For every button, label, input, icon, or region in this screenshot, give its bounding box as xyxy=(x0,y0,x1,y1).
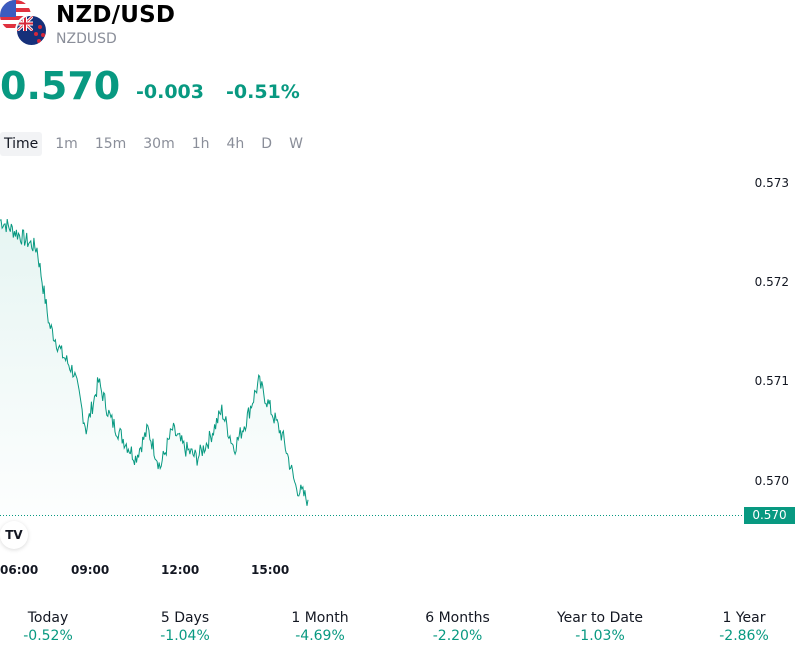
x-tick-label: 15:00 xyxy=(251,563,290,577)
y-tick-label: 0.570 xyxy=(754,474,789,488)
y-tick-label: 0.571 xyxy=(754,374,789,388)
price-chart[interactable]: 0.573 0.572 0.571 0.570 0.570 TV 06:00 0… xyxy=(0,170,800,590)
tab-w[interactable]: W xyxy=(289,136,303,152)
perf-label: 1 Month xyxy=(291,610,349,626)
perf-year-to-date[interactable]: Year to Date -1.03% xyxy=(545,610,655,644)
perf-1-year[interactable]: 1 Year -2.86% xyxy=(700,610,788,644)
timeframe-tabs: Time 1m 15m 30m 1h 4h D W xyxy=(0,132,316,156)
current-price: 0.570 xyxy=(0,64,121,108)
perf-value: -2.86% xyxy=(719,628,769,644)
perf-label: 1 Year xyxy=(722,610,766,626)
price-line xyxy=(0,219,309,506)
perf-value: -1.03% xyxy=(575,628,625,644)
tab-time[interactable]: Time xyxy=(0,132,43,156)
last-price-tag: 0.570 xyxy=(744,507,795,524)
perf-1-month[interactable]: 1 Month -4.69% xyxy=(275,610,365,644)
header: NZD/USD NZDUSD xyxy=(0,0,800,60)
perf-5-days[interactable]: 5 Days -1.04% xyxy=(140,610,230,644)
chart-canvas xyxy=(0,219,744,516)
perf-today[interactable]: Today -0.52% xyxy=(8,610,88,644)
tab-15m[interactable]: 15m xyxy=(94,136,127,152)
perf-value: -2.20% xyxy=(432,628,483,644)
tab-30m[interactable]: 30m xyxy=(143,136,175,152)
price-change-percent: -0.51% xyxy=(226,81,300,103)
perf-label: 6 Months xyxy=(425,610,490,626)
x-tick-label: 12:00 xyxy=(161,563,200,577)
price-change: -0.003 xyxy=(136,81,204,103)
nz-flag-icon xyxy=(15,14,48,47)
y-tick-label: 0.572 xyxy=(754,275,789,289)
perf-value: -0.52% xyxy=(23,628,73,644)
tab-1h[interactable]: 1h xyxy=(191,136,210,152)
perf-label: 5 Days xyxy=(160,610,210,626)
y-tick-label: 0.573 xyxy=(754,176,789,190)
tab-d[interactable]: D xyxy=(261,136,273,152)
tradingview-logo-icon[interactable]: TV xyxy=(0,521,28,549)
x-tick-label: 09:00 xyxy=(71,563,110,577)
x-tick-label: 06:00 xyxy=(0,563,39,577)
tab-4h[interactable]: 4h xyxy=(226,136,245,152)
perf-label: Today xyxy=(27,610,69,626)
tab-1m[interactable]: 1m xyxy=(55,136,78,152)
perf-6-months[interactable]: 6 Months -2.20% xyxy=(410,610,505,644)
ticker-symbol: NZDUSD xyxy=(56,31,117,47)
perf-value: -1.04% xyxy=(160,628,210,644)
perf-value: -4.69% xyxy=(295,628,345,644)
price-area-fill xyxy=(0,219,308,515)
pair-title: NZD/USD xyxy=(56,2,176,28)
perf-label: Year to Date xyxy=(556,610,644,626)
performance-bar: Today -0.52% 5 Days -1.04% 1 Month -4.69… xyxy=(0,610,800,650)
